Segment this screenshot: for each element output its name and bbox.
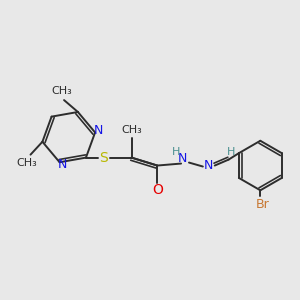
Text: Br: Br <box>255 198 269 211</box>
Text: N: N <box>177 152 187 165</box>
Text: S: S <box>99 151 108 165</box>
Text: N: N <box>204 159 214 172</box>
Text: CH₃: CH₃ <box>16 158 37 168</box>
Text: H: H <box>172 147 180 157</box>
Text: H: H <box>226 147 235 157</box>
Text: N: N <box>93 124 103 137</box>
Text: N: N <box>58 158 67 171</box>
Text: O: O <box>152 183 163 197</box>
Text: CH₃: CH₃ <box>121 125 142 135</box>
Text: CH₃: CH₃ <box>52 86 72 96</box>
